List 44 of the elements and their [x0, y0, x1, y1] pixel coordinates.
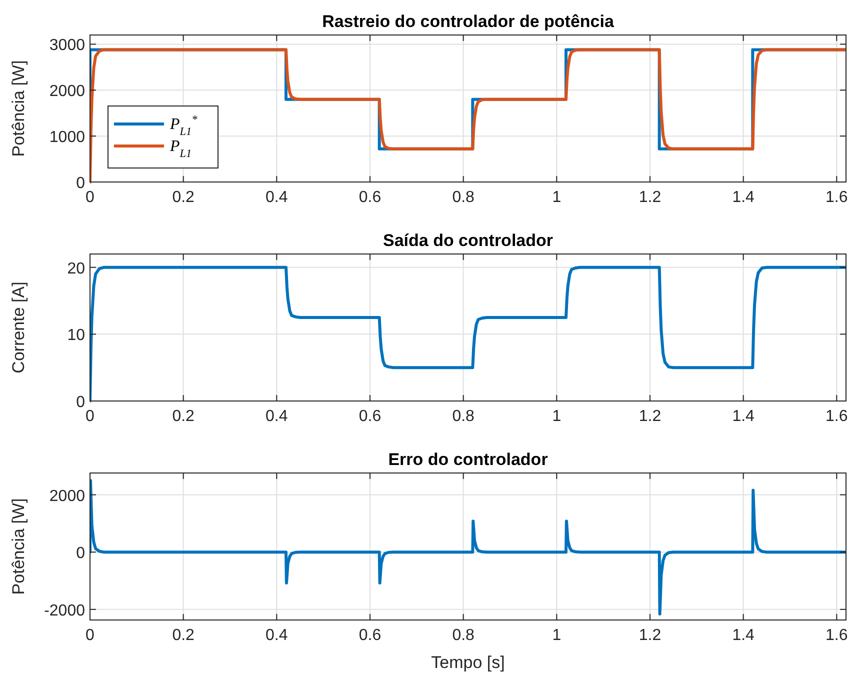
- y-tick-label: 0: [76, 175, 86, 192]
- x-tick-label: 1: [552, 408, 562, 425]
- x-axis-title: Tempo [s]: [431, 653, 505, 672]
- line-series: [90, 266, 846, 402]
- line-series: [90, 478, 846, 616]
- y-axis-title: Corrente [A]: [9, 282, 28, 374]
- y-tick-label: 2000: [49, 488, 86, 505]
- x-tick-label: 0.6: [358, 408, 382, 425]
- x-tick-label: 0.8: [452, 408, 475, 425]
- x-tick-label: 1.6: [826, 627, 848, 644]
- x-tick-label: 1: [552, 189, 562, 206]
- x-tick-label: 0.8: [452, 627, 475, 644]
- legend-label: P$_{L1}$: [169, 138, 192, 160]
- x-tick-label: 1.4: [732, 189, 755, 206]
- y-axis-title: Potência [W]: [9, 60, 28, 157]
- chart-title: Saída do controlador: [382, 231, 554, 250]
- x-tick-label: 0.4: [266, 189, 288, 206]
- x-tick-label: 0.6: [358, 189, 382, 206]
- x-tick-label: 0.2: [172, 408, 195, 425]
- x-tick-label: 1.2: [638, 189, 662, 206]
- x-tick-label: 1.6: [826, 408, 848, 425]
- x-tick-label: 1.2: [638, 408, 662, 425]
- y-tick-label: 0: [76, 394, 86, 411]
- y-tick-label: 20: [67, 260, 86, 278]
- x-tick-label: 0.4: [266, 408, 288, 425]
- x-tick-label: 0.4: [266, 627, 288, 644]
- chart-title: Rastreio do controlador de potência: [322, 12, 614, 31]
- x-tick-label: 0.8: [452, 189, 475, 206]
- x-tick-label: 1.6: [826, 189, 848, 206]
- x-tick-label: 0.6: [358, 627, 382, 644]
- x-tick-label: 1.4: [732, 627, 755, 644]
- y-tick-label: 10: [67, 327, 86, 344]
- x-tick-label: 1.2: [638, 627, 662, 644]
- x-tick-label: 1.4: [732, 408, 755, 425]
- y-tick-label: 1000: [49, 129, 86, 146]
- y-tick-label: 3000: [49, 37, 86, 54]
- x-tick-label: 0.2: [172, 627, 195, 644]
- x-tick-label: 1: [552, 627, 562, 644]
- chart-title: Erro do controlador: [388, 450, 548, 469]
- y-tick-label: 0: [76, 545, 86, 562]
- x-tick-label: 0.2: [172, 189, 195, 206]
- y-tick-label: 2000: [49, 83, 86, 100]
- y-axis-title: Potência [W]: [9, 498, 28, 595]
- y-tick-label: -2000: [44, 602, 86, 620]
